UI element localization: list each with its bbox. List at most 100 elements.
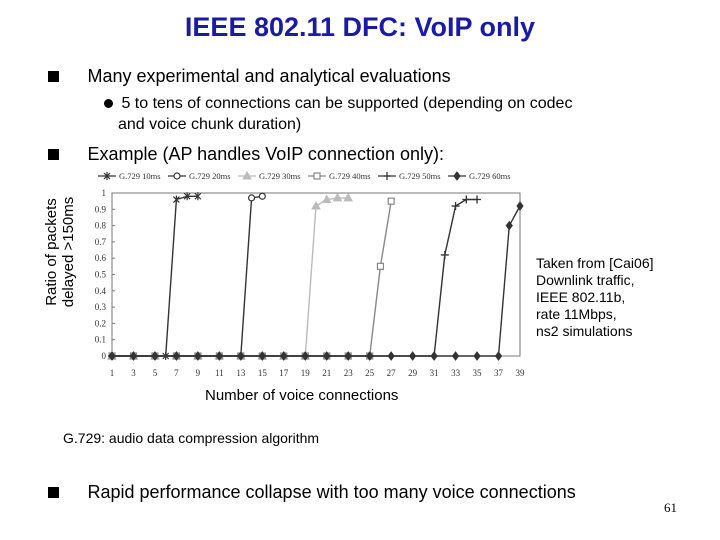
sub-bullet: 5 to tens of connections can be supporte… [104, 94, 572, 114]
x-tick-label: 39 [516, 368, 526, 378]
data-point [108, 351, 116, 361]
sub-bullet-line-1: 5 to tens of connections can be supporte… [121, 95, 573, 112]
data-point [505, 220, 513, 231]
data-point [451, 202, 460, 211]
x-tick-label: 25 [365, 368, 375, 378]
y-tick-label: 0.1 [95, 335, 106, 345]
data-point [258, 192, 266, 200]
y-tick-label: 0.3 [95, 302, 107, 312]
x-axis-label: Number of voice connections [205, 387, 399, 404]
data-point [237, 351, 245, 361]
legend-label: G.729 10ms [119, 171, 161, 181]
legend-label: G.729 20ms [189, 171, 231, 181]
bullet-2: Example (AP handles VoIP connection only… [48, 144, 444, 165]
legend-marker-icon [173, 172, 181, 180]
data-point [258, 351, 266, 361]
legend-label: G.729 50ms [399, 171, 441, 181]
data-point [280, 351, 288, 361]
y-tick-label: 0 [102, 351, 107, 361]
source-note: Taken from [Cai06] Downlink traffic, IEE… [536, 255, 686, 340]
data-point [301, 351, 309, 361]
x-tick-label: 7 [174, 368, 179, 378]
x-tick-label: 1 [110, 368, 115, 378]
page-number: 61 [664, 500, 677, 515]
y-tick-label: 0.5 [95, 270, 107, 280]
y-tick-label: 0.6 [95, 253, 107, 263]
x-tick-label: 15 [258, 368, 268, 378]
data-point [462, 195, 471, 204]
plot-area: 00.10.20.30.40.50.60.70.80.911 3 5 7 9 11 13 15… [95, 188, 525, 378]
x-tick-label: 17 [279, 368, 289, 378]
data-point [387, 351, 395, 361]
y-tick-label: 0.7 [95, 237, 107, 247]
square-bullet-icon [48, 71, 59, 82]
data-point [172, 351, 181, 361]
bullet-1: Many experimental and analytical evaluat… [48, 66, 451, 87]
series-line-2 [112, 195, 263, 357]
y-tick-label: 0.2 [95, 318, 106, 328]
data-point [183, 192, 191, 201]
data-point [473, 195, 482, 204]
codec-caption: G.729: audio data compression algorithm [63, 430, 320, 446]
legend-marker-icon [242, 170, 252, 180]
x-tick-label: 11 [215, 368, 224, 378]
data-point [332, 192, 343, 202]
note-line: Taken from [Cai06] [536, 255, 654, 271]
x-tick-label: 37 [494, 368, 504, 378]
data-point [494, 351, 503, 361]
x-tick-label: 23 [344, 368, 354, 378]
legend-marker-icon [453, 171, 461, 181]
data-point [321, 194, 332, 204]
data-point [387, 197, 395, 205]
data-point [129, 351, 138, 361]
data-point [344, 351, 352, 361]
bullet-1-text: Many experimental and analytical evaluat… [87, 66, 451, 86]
legend-label: G.729 40ms [329, 171, 371, 181]
slide-title: IEEE 802.11 DFC: VoIP only [184, 12, 536, 42]
y-tick-label: 0.4 [95, 286, 107, 296]
note-line: ns2 simulations [536, 323, 633, 339]
legend-marker-icon [103, 172, 111, 180]
y-tick-label: 0.9 [95, 204, 107, 214]
data-point [194, 351, 202, 361]
bullet-3-text: Rapid performance collapse with too many… [87, 482, 576, 502]
data-point [311, 201, 321, 210]
data-point [473, 351, 481, 361]
data-point [215, 351, 223, 361]
note-line: IEEE 802.11b, [536, 289, 626, 305]
x-tick-label: 19 [301, 368, 311, 378]
x-tick-label: 33 [451, 368, 461, 378]
bullet-2-text: Example (AP handles VoIP connection only… [87, 144, 445, 164]
x-tick-label: 13 [236, 368, 246, 378]
series-line-6 [112, 205, 521, 357]
legend-label: G.729 30ms [259, 171, 301, 181]
round-bullet-icon [104, 99, 113, 108]
series-line-4 [112, 201, 392, 357]
data-point [440, 250, 449, 259]
x-tick-label: 3 [131, 368, 136, 378]
data-point [247, 194, 256, 202]
note-line: rate 11Mbps, [536, 306, 617, 322]
data-point [323, 351, 331, 361]
square-bullet-icon [48, 149, 59, 160]
square-bullet-icon [48, 487, 59, 498]
data-point [366, 351, 374, 361]
plot-frame [111, 192, 521, 357]
data-point [172, 195, 180, 204]
x-tick-label: 29 [408, 368, 418, 378]
x-tick-label: 21 [322, 368, 331, 378]
y-tick-label: 0.8 [95, 221, 107, 231]
x-tick-label: 9 [196, 368, 201, 378]
sub-bullet-line-2: and voice chunk duration) [118, 116, 302, 133]
data-point [151, 351, 159, 361]
x-tick-label: 27 [387, 368, 397, 378]
chart-legend: G.729 10ms G.729 20ms G.729 30ms G.729 40ms… [98, 170, 511, 181]
x-tick-label: 31 [430, 368, 439, 378]
bullet-3: Rapid performance collapse with too many… [48, 482, 576, 503]
x-tick-label: 5 [153, 368, 158, 378]
legend-marker-icon [383, 172, 391, 180]
series-line-3 [112, 197, 349, 357]
legend-label: G.729 60ms [469, 171, 511, 181]
data-point [343, 192, 354, 202]
